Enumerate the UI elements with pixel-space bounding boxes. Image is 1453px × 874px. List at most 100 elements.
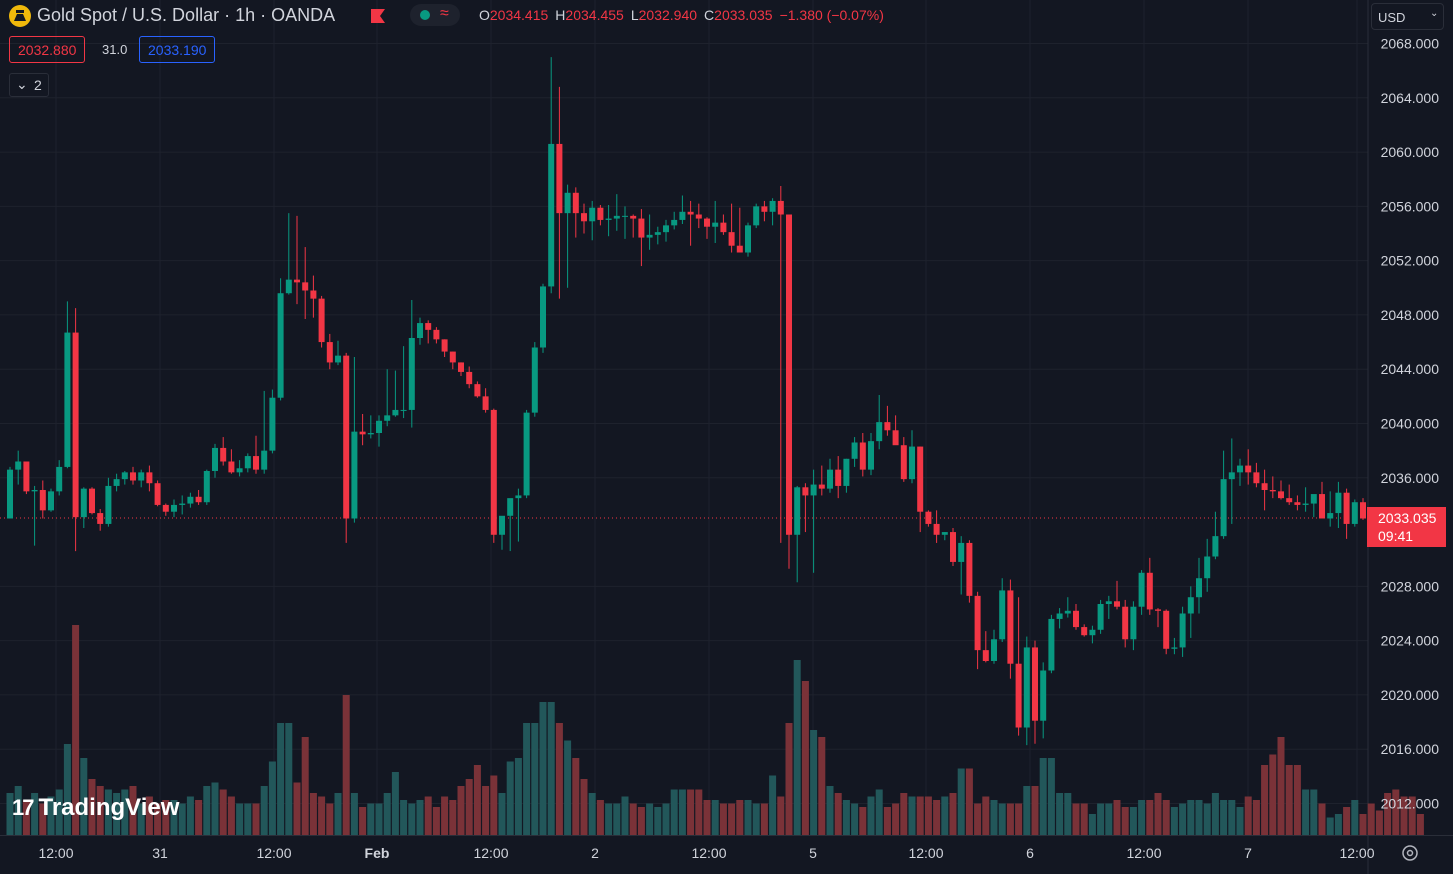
candle-body <box>474 384 481 397</box>
candle-body <box>679 211 686 220</box>
wave-icon: ≈ <box>440 5 449 22</box>
candle-body <box>417 323 423 338</box>
candle-body <box>966 542 973 596</box>
volume-bar <box>1408 796 1416 835</box>
volume-bar <box>219 789 227 835</box>
x-tick-label: 5 <box>809 845 817 861</box>
candle-body <box>777 200 784 215</box>
volume-bar <box>916 796 924 835</box>
candle-body <box>1212 536 1219 557</box>
volume-bar <box>236 803 244 835</box>
candle-body <box>1220 479 1227 537</box>
candle-body <box>1237 465 1243 473</box>
candle-body <box>1081 627 1088 636</box>
volume-bar <box>1261 765 1269 835</box>
candle-body <box>630 215 637 219</box>
last-price-value: 2033.035 <box>1378 510 1437 526</box>
volume-bar <box>375 803 383 835</box>
volume-bar <box>547 702 555 835</box>
candle-body <box>376 420 382 433</box>
candle-body <box>1204 556 1211 579</box>
volume-bar <box>826 786 834 835</box>
candle-body <box>835 469 842 486</box>
candle-body <box>179 503 186 505</box>
candle-body <box>1146 572 1153 610</box>
volume-bar <box>924 796 932 835</box>
candle-body <box>269 397 276 451</box>
volume-bar <box>1351 800 1359 835</box>
candle-body <box>1064 610 1071 614</box>
volume-bar <box>711 800 719 835</box>
ohlc-value: 2034.455 <box>565 7 624 23</box>
volume-bar <box>531 723 539 835</box>
volume-bar <box>63 744 71 835</box>
market-status-pill[interactable]: ≈ <box>410 4 460 26</box>
ask-price-box[interactable]: 2033.190 <box>139 36 216 63</box>
volume-bar <box>203 786 211 835</box>
volume-bar <box>523 723 531 835</box>
candle-body <box>1269 490 1276 492</box>
volume-bar <box>1162 800 1170 835</box>
candle-body <box>613 215 620 219</box>
volume-bar <box>400 800 408 835</box>
volume-bar <box>1179 803 1187 835</box>
candle-body <box>999 590 1006 640</box>
volume-bar <box>580 779 588 835</box>
volume-bar <box>22 800 30 835</box>
volume-bar <box>1326 817 1334 835</box>
candle-body <box>1138 572 1145 607</box>
candle-body <box>302 282 309 291</box>
candle-body <box>203 471 210 503</box>
volume-bar <box>769 775 777 835</box>
candle-body <box>712 222 719 227</box>
logo-text: TradingView <box>38 794 180 821</box>
candle-body <box>130 472 136 481</box>
bid-price-box[interactable]: 2032.880 <box>9 36 86 63</box>
volume-bar <box>1006 803 1014 835</box>
volume-bar <box>498 793 506 835</box>
candle-body <box>261 450 268 470</box>
candle-body <box>56 466 63 492</box>
y-tick-label: 2044.000 <box>1381 361 1440 377</box>
volume-bar <box>728 803 736 835</box>
flag-icon[interactable] <box>370 8 386 29</box>
candle-body <box>925 511 932 524</box>
candle-body <box>597 207 604 220</box>
candle-body <box>786 214 792 535</box>
bar-countdown: 09:41 <box>1378 528 1414 544</box>
candle-body <box>220 447 227 462</box>
volume-bar <box>1039 758 1047 835</box>
candle-body <box>326 342 333 363</box>
candle-body <box>564 192 571 214</box>
ohlc-value: 2032.940 <box>638 7 698 23</box>
symbol-title[interactable]: Gold Spot / U.S. Dollar · 1h · OANDA <box>37 5 336 25</box>
volume-bar <box>301 737 309 835</box>
volume-bar <box>1187 800 1195 835</box>
currency-select[interactable]: USD ⌄ <box>1371 3 1444 30</box>
candle-body <box>1351 502 1358 524</box>
y-tick-label: 2020.000 <box>1381 687 1440 703</box>
candle-body <box>1089 629 1096 636</box>
candle-body <box>868 441 874 470</box>
indicators-count: 2 <box>34 77 42 93</box>
volume-bar <box>974 803 982 835</box>
volume-bar <box>637 807 645 835</box>
candle-body <box>212 447 218 471</box>
volume-bar <box>121 789 129 835</box>
candle-body <box>39 490 46 511</box>
volume-bar <box>1343 807 1351 835</box>
candle-body <box>277 293 284 398</box>
gear-icon[interactable] <box>1400 843 1420 863</box>
tradingview-logo[interactable]: 17 TradingView <box>12 794 179 822</box>
ohlc-key: L <box>630 7 639 23</box>
candle-body <box>950 532 956 562</box>
x-tick-label: 12:00 <box>1126 845 1161 861</box>
candle-body <box>1114 601 1120 607</box>
volume-bar <box>227 796 235 835</box>
volume-bar <box>432 807 440 835</box>
volume-bar <box>170 800 178 835</box>
candle-body <box>1327 513 1334 519</box>
indicators-toggle-button[interactable]: ⌄ 2 <box>9 73 49 97</box>
volume-bar <box>408 803 416 835</box>
